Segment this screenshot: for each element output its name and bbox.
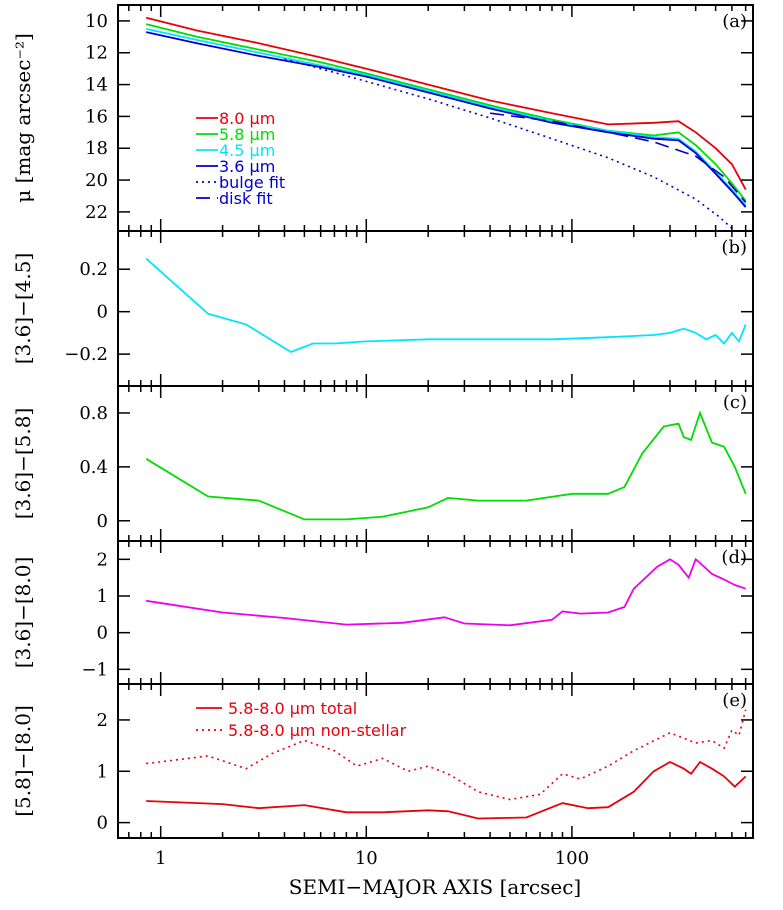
panel-label: (c): [723, 392, 747, 413]
panel-frame: [117, 540, 754, 685]
panel-b: 0.2 0 −0.2 (b) [3.6]−[4.5]: [11, 230, 754, 387]
y-tick-label: 0.4: [79, 457, 108, 478]
legend-label: 8.0 μm: [219, 109, 275, 128]
y-tick-label: 0: [97, 511, 108, 532]
series-group: [146, 709, 747, 820]
series-line-5-8-m: [145, 23, 747, 202]
y-axis-label: [3.6]−[4.5]: [11, 253, 35, 365]
panel-c: 0.8 0.4 0 (c) [3.6]−[5.8]: [11, 385, 754, 542]
series-line-4-5-m: [146, 28, 747, 207]
y-tick-label: 0.8: [79, 403, 108, 424]
panel-label: (b): [721, 237, 747, 258]
y-tick-label: 0.2: [79, 259, 108, 280]
x-axis-label: SEMI−MAJOR AXIS [arcsec]: [289, 875, 581, 899]
y-tick-label: 1: [97, 586, 108, 607]
y-tick-label: 14: [85, 75, 108, 96]
series-line-panel-3: [145, 410, 747, 521]
panel-frame: [117, 683, 754, 839]
series-group: [146, 557, 746, 627]
series-line-panel-2: [145, 257, 747, 354]
panel-a: 10 12 14 16 18 20 22 (a) μ [mag arcsec⁻²] 8.0 μm5…: [11, 4, 754, 232]
panel-label: (d): [721, 547, 747, 568]
x-tick-label: 100: [555, 848, 589, 869]
x-tick-label: 10: [355, 848, 378, 869]
y-tick-label: 0: [97, 813, 108, 834]
y-tick-label: 10: [85, 11, 108, 32]
y-tick-label: 20: [85, 170, 108, 191]
x-axis: 1 10 100: [155, 848, 589, 869]
y-tick-label: 18: [85, 138, 108, 159]
legend-label: 5.8 μm: [219, 125, 275, 144]
series-line-5-8-8-0-m-non-stellar: [146, 709, 747, 801]
series-group: [145, 16, 747, 231]
y-tick-label: 16: [85, 106, 108, 127]
series-line-disk-fit: [489, 112, 747, 203]
y-axis-label: [3.6]−[5.8]: [11, 408, 35, 520]
x-tick-label: 1: [155, 848, 166, 869]
legend-label: 5.8-8.0 μm non-stellar: [228, 721, 407, 740]
panel-frame: [117, 385, 754, 542]
legend-label: 4.5 μm: [219, 141, 275, 160]
y-tick-label: −0.2: [64, 344, 108, 365]
panel-frame: [117, 230, 754, 387]
y-axis-label: [5.8]−[8.0]: [11, 705, 35, 817]
series-line-5-8-8-0-m-total: [146, 760, 747, 820]
y-tick-label: 2: [97, 710, 108, 731]
y-tick-label: 0: [97, 302, 108, 323]
legend-label: 3.6 μm: [219, 157, 275, 176]
y-tick-label: 2: [97, 549, 108, 570]
series-line-bulge-fit: [284, 58, 736, 231]
series-group: [145, 410, 747, 521]
legend-label: disk fit: [219, 189, 273, 208]
y-tick-label: 12: [85, 43, 108, 64]
panel-label: (e): [722, 690, 747, 711]
y-axis-label: [3.6]−[8.0]: [11, 557, 35, 669]
panel-e: 210(e)[5.8]−[8.0] 5.8-8.0 μm total5.8-8.0…: [11, 683, 754, 839]
y-tick-label: 22: [85, 202, 108, 223]
legend-label: 5.8-8.0 μm total: [228, 699, 357, 718]
series-line-8-0-m: [145, 16, 747, 191]
y-axis-label: μ [mag arcsec⁻²]: [11, 33, 35, 203]
legend: 5.8-8.0 μm total 5.8-8.0 μm non-stellar: [196, 699, 407, 740]
y-tick-label: 0: [97, 623, 108, 644]
panel-label: (a): [722, 11, 747, 32]
y-tick-label: 1: [97, 761, 108, 782]
legend-label: bulge fit: [219, 173, 285, 192]
series-line-panel-4: [146, 557, 746, 627]
series-line-3-6-m: [146, 31, 747, 208]
panel-d: 2 1 0 −1 (d) [3.6]−[8.0]: [11, 540, 754, 685]
y-tick-label: −1: [81, 659, 108, 680]
series-group: [145, 257, 747, 354]
